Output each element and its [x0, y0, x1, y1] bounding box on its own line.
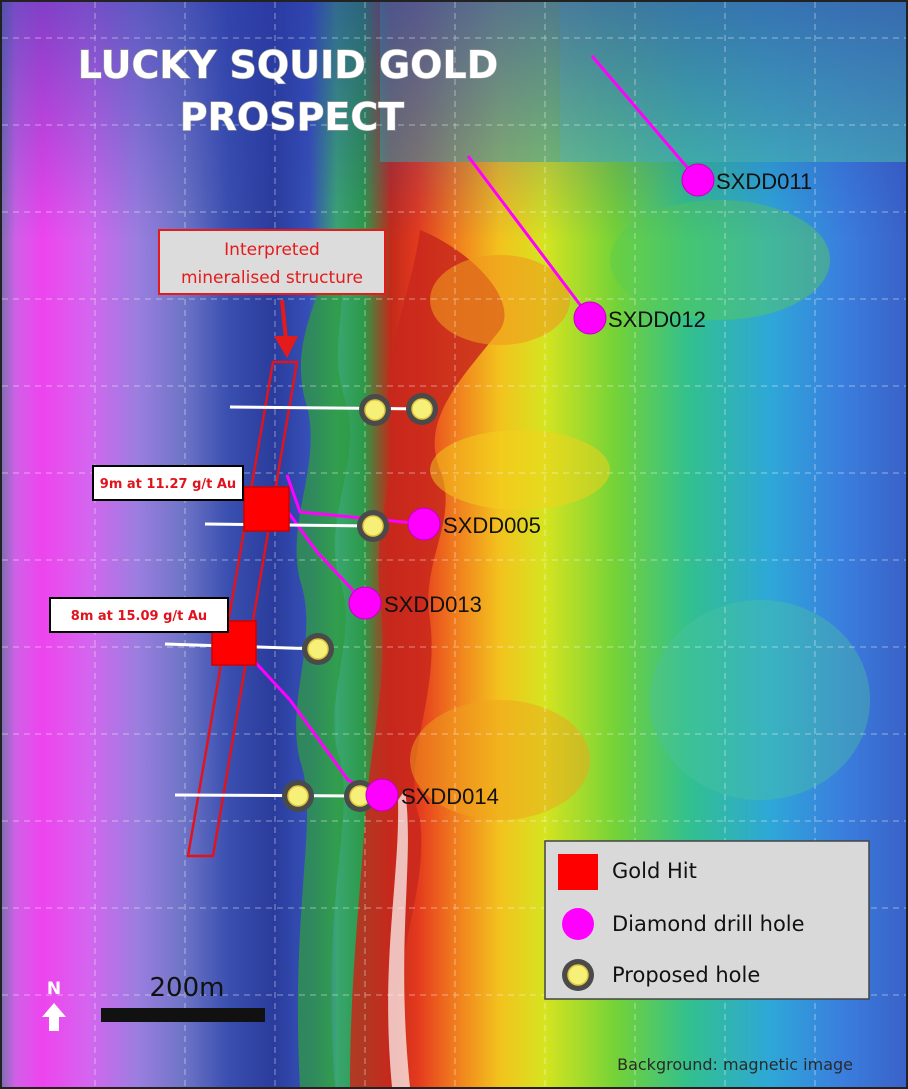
proposed-hole-marker: [282, 780, 314, 812]
proposed-hole-marker: [406, 393, 438, 425]
gold-hit-label-2: 8m at 15.09 g/t Au: [49, 597, 229, 633]
legend-gold-hit-swatch: [558, 854, 598, 890]
map-title-line1: LUCKY SQUID GOLD: [78, 43, 499, 87]
proposed-holes: [282, 393, 438, 812]
gold-hit-label: 9m at 11.27 g/t Au: [100, 477, 236, 492]
gold-hit-label: 8m at 15.09 g/t Au: [71, 609, 207, 624]
north-arrow-icon: [42, 1003, 66, 1031]
callout-arrow: [280, 299, 288, 341]
callout-line1: Interpreted: [224, 240, 320, 260]
diamond-drill-holes: [348, 163, 715, 812]
north-label: N: [47, 979, 61, 999]
proposed-hole-marker: [359, 394, 391, 426]
drill-hole-sxdd005: [407, 507, 441, 541]
proposed-hole-marker: [357, 510, 389, 542]
scale-bar-label: 200m: [150, 973, 225, 1003]
trace-sxdd011: [590, 55, 700, 181]
structure-callout: Interpreted mineralised structure: [158, 229, 386, 358]
drill-hole-label: SXDD012: [608, 307, 706, 332]
legend: Gold Hit Diamond drill hole Proposed hol…: [544, 840, 870, 1000]
callout-line2: mineralised structure: [181, 268, 363, 288]
background-note: Background: magnetic image: [617, 1055, 853, 1074]
north-arrow: N: [42, 979, 66, 1031]
scale-bar: 200m: [101, 973, 265, 1022]
drill-hole-label: SXDD013: [384, 592, 482, 617]
drill-hole-sxdd014: [365, 778, 399, 812]
map-title-line2: PROSPECT: [180, 95, 404, 139]
drill-hole-label: SXDD014: [401, 784, 499, 809]
drill-hole-sxdd012: [573, 301, 607, 335]
mineralised-structure: [186, 360, 299, 858]
callout-arrowhead: [274, 336, 298, 358]
trace-sxdd012: [466, 155, 592, 319]
gold-hit-marker: [243, 486, 290, 532]
legend-drill-hole-label: Diamond drill hole: [612, 912, 805, 936]
drill-hole-sxdd011: [681, 163, 715, 197]
proposed-hole-marker: [302, 633, 334, 665]
legend-drill-hole-swatch: [562, 908, 594, 940]
gold-hit-label-1: 9m at 11.27 g/t Au: [92, 465, 244, 501]
legend-gold-hit-label: Gold Hit: [612, 859, 697, 883]
drill-hole-label: SXDD005: [443, 513, 541, 538]
legend-proposed-hole-label: Proposed hole: [612, 963, 760, 987]
drill-hole-sxdd013: [348, 586, 382, 620]
drill-hole-label: SXDD011: [716, 169, 812, 194]
